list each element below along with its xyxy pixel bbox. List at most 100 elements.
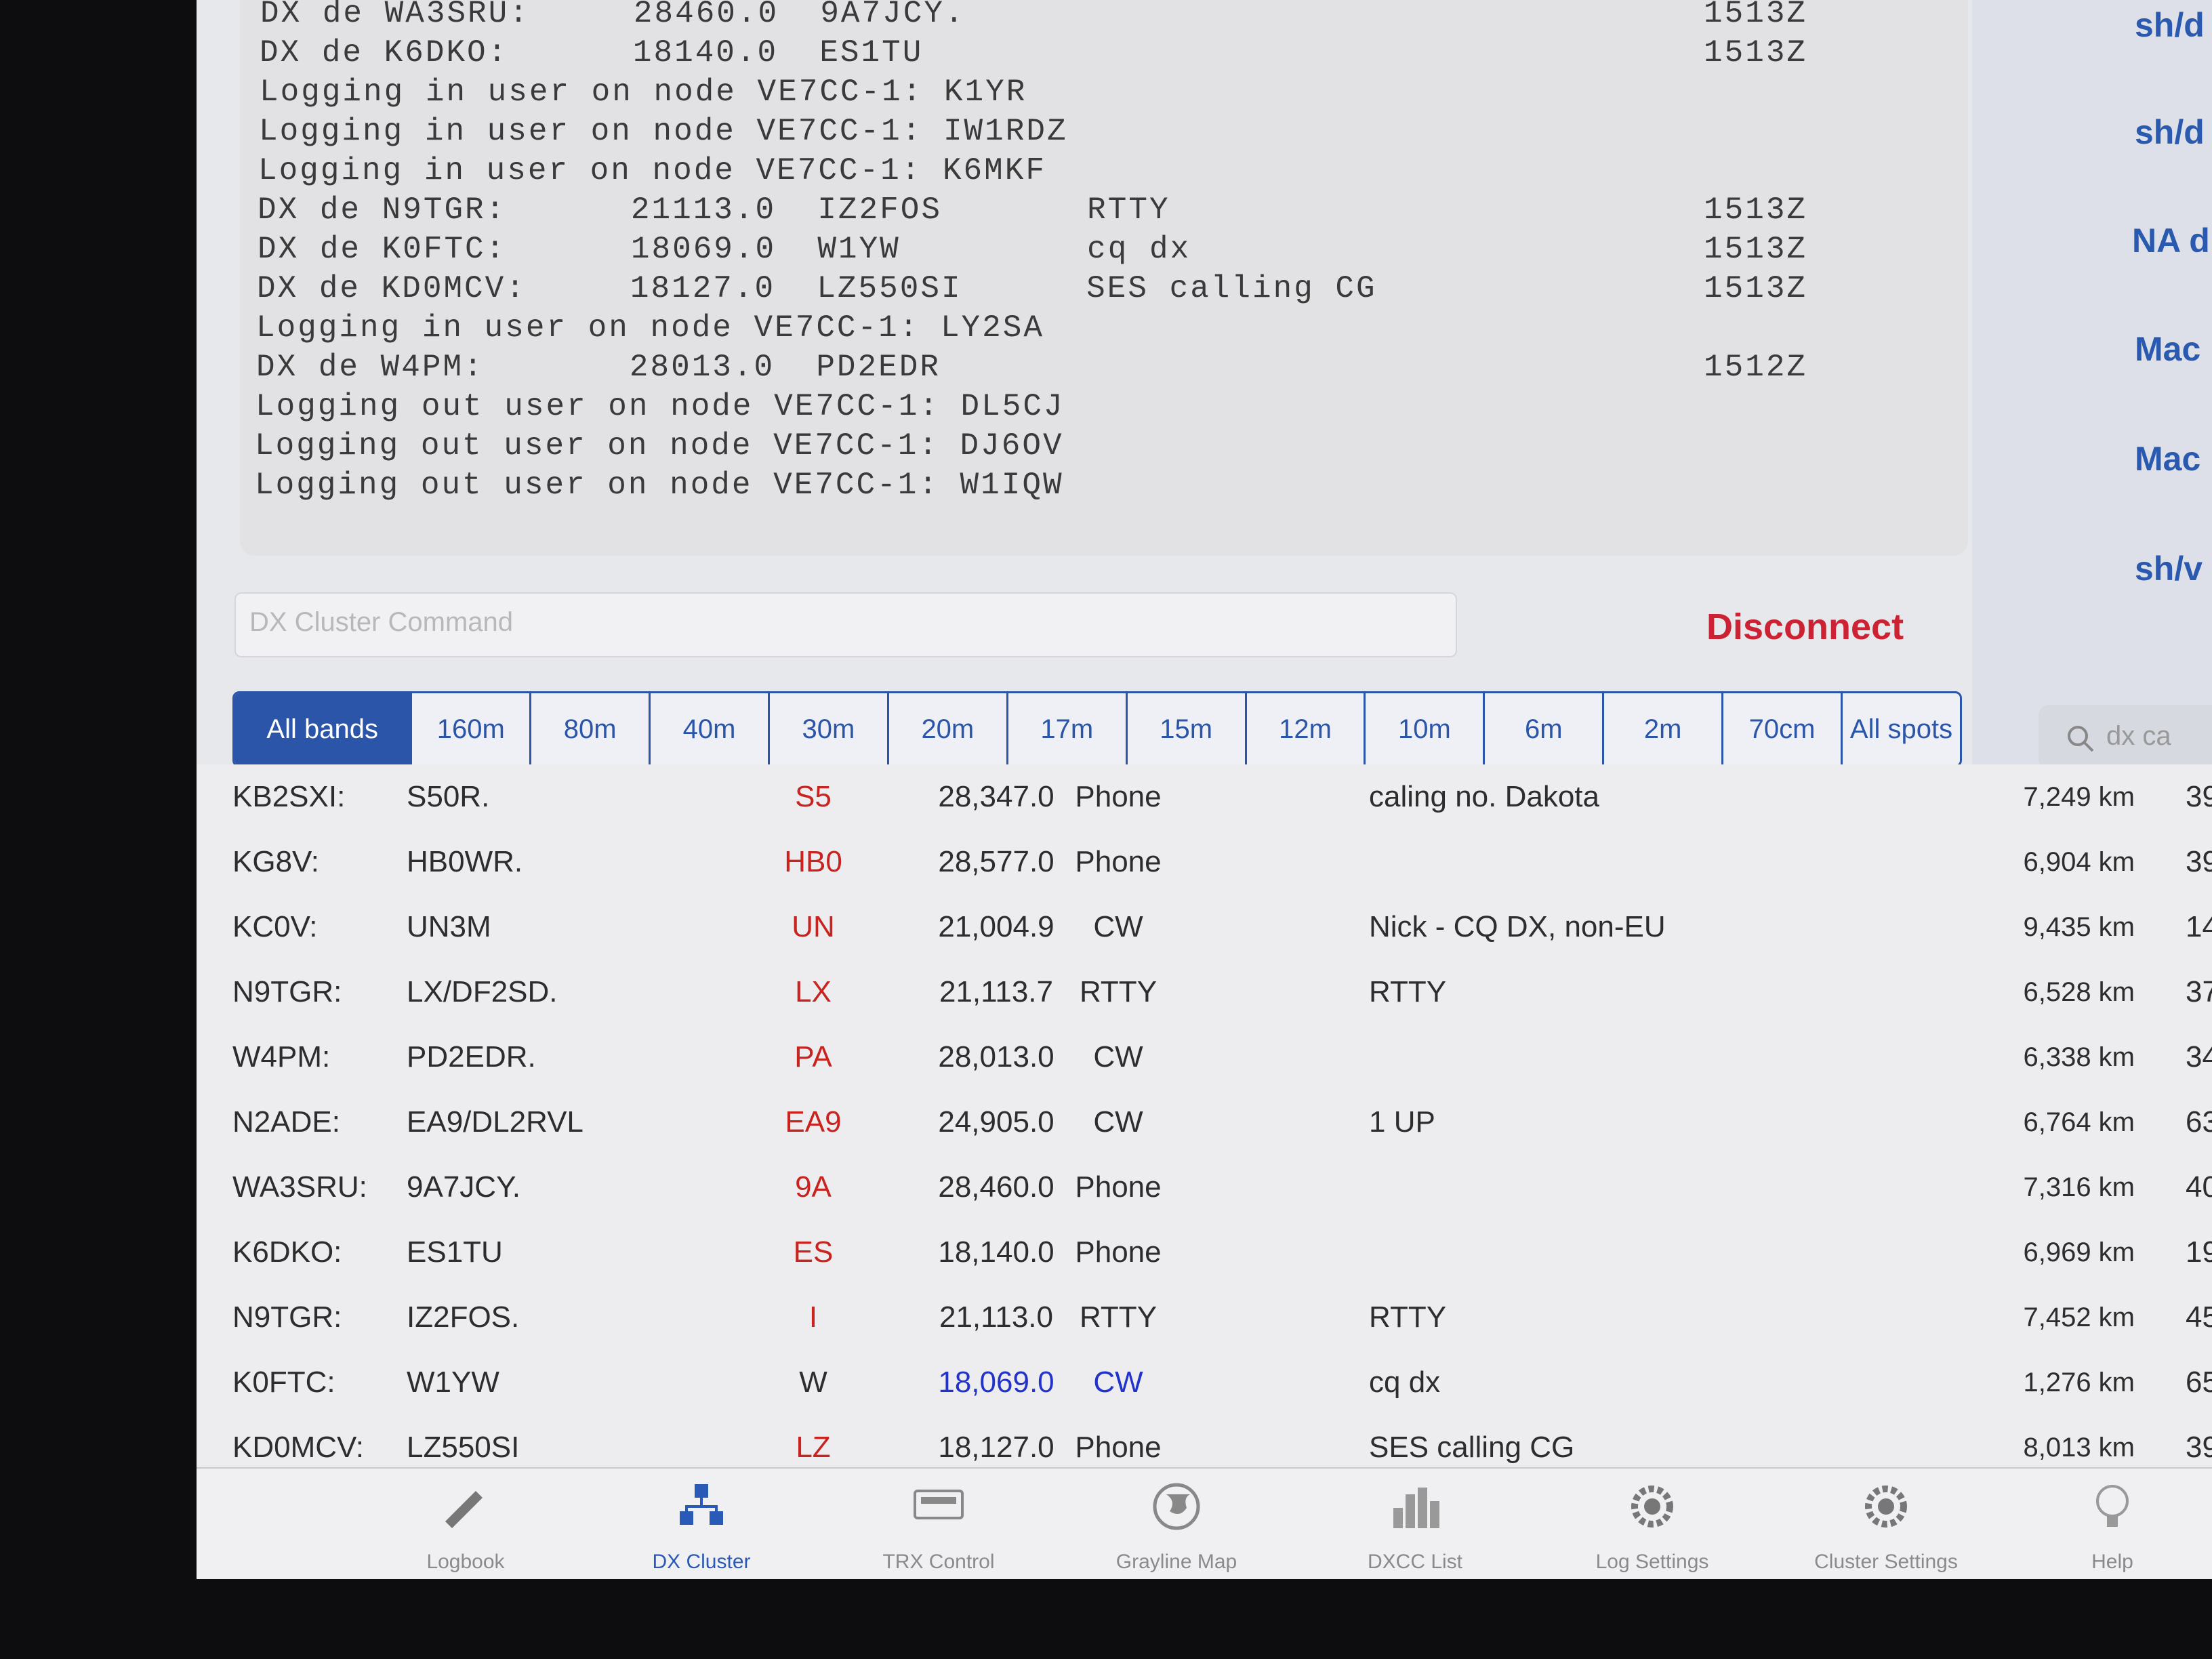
dx-call-cell: 9A7JCY.: [407, 1170, 520, 1204]
command-input[interactable]: DX Cluster Command: [234, 592, 1457, 657]
search-field[interactable]: dx ca: [2039, 705, 2212, 770]
tab-item[interactable]: Logbook: [357, 1469, 574, 1579]
spot-row[interactable]: K0FTC: W1YW W 18,069.0 CW cq dx 1,276 km 65°: [197, 1350, 2212, 1416]
band-segment[interactable]: 12m: [1244, 693, 1364, 765]
spot-row[interactable]: KG8V: HB0WR. HB0 28,577.0 Phone 6,904 km 39: [197, 830, 2212, 896]
dx-call-cell: ES1TU: [407, 1235, 503, 1269]
band-segment[interactable]: 80m: [529, 693, 649, 765]
app-screen: DX de WA3SRU: 28460.0 9A7JCY. 1513Z DX de …: [197, 0, 2212, 1579]
band-segment[interactable]: 6m: [1483, 693, 1602, 765]
distance-cell: 8,013 km: [2023, 1433, 2135, 1462]
tab-label: Cluster Settings: [1814, 1551, 1958, 1573]
bearing-cell: 39: [2186, 845, 2212, 878]
sidebar-command[interactable]: NA d: [2132, 222, 2210, 260]
search-placeholder: dx ca: [2106, 721, 2171, 751]
dx-call-cell: W1YW: [407, 1366, 499, 1399]
mode-cell: CW: [1093, 1105, 1143, 1139]
mode-cell: CW: [1093, 1366, 1143, 1399]
sidebar-command[interactable]: sh/v: [2135, 550, 2203, 588]
prefix-cell: EA9: [785, 1105, 842, 1139]
comment-cell: SES calling CG: [1369, 1431, 1575, 1464]
distance-cell: 9,435 km: [2023, 912, 2135, 942]
mode-cell: RTTY: [1079, 975, 1158, 1008]
tab-item[interactable]: DX Cluster: [593, 1469, 810, 1579]
comment-cell: 1 UP: [1369, 1105, 1435, 1139]
tab-icon: [2096, 1485, 2129, 1527]
mode-cell: Phone: [1075, 780, 1162, 813]
band-segment[interactable]: 20m: [886, 693, 1006, 765]
band-segment[interactable]: 40m: [649, 693, 768, 765]
distance-cell: 7,452 km: [2023, 1303, 2135, 1332]
spotter-cell: WA3SRU:: [232, 1170, 367, 1204]
spot-row[interactable]: WA3SRU: 9A7JCY. 9A 28,460.0 Phone 7,316 km 40: [197, 1155, 2212, 1221]
tab-item[interactable]: DXCC List: [1307, 1469, 1523, 1579]
mode-cell: Phone: [1075, 1431, 1162, 1464]
band-segment[interactable]: 17m: [1006, 693, 1126, 765]
band-segment[interactable]: 2m: [1602, 693, 1721, 765]
spotter-cell: K6DKO:: [232, 1235, 342, 1269]
bearing-cell: 65°: [2186, 1366, 2212, 1399]
spot-row[interactable]: W4PM: PD2EDR. PA 28,013.0 CW 6,338 km 34: [197, 1025, 2212, 1091]
band-segment[interactable]: 30m: [768, 693, 887, 765]
distance-cell: 6,338 km: [2023, 1042, 2135, 1072]
band-segment[interactable]: 160m: [410, 693, 529, 765]
bearing-cell: 39: [2186, 780, 2212, 813]
tab-item[interactable]: Log Settings: [1544, 1469, 1761, 1579]
disconnect-button[interactable]: Disconnect: [1706, 607, 1904, 647]
dx-call-cell: HB0WR.: [407, 845, 523, 878]
distance-cell: 6,764 km: [2023, 1107, 2135, 1137]
prefix-cell: UN: [792, 910, 835, 943]
tab-label: DX Cluster: [652, 1551, 751, 1573]
tab-item[interactable]: TRX Control: [830, 1469, 1047, 1579]
spotter-cell: W4PM:: [232, 1040, 331, 1073]
tab-item[interactable]: Grayline Map: [1068, 1469, 1285, 1579]
bearing-cell: 34: [2186, 1040, 2212, 1073]
terminal-line: DX de W4PM: 28013.0 PD2EDR: [256, 350, 941, 385]
comment-cell: caling no. Dakota: [1369, 780, 1599, 813]
tab-icon: [1865, 1486, 1907, 1528]
mode-cell: Phone: [1075, 1235, 1162, 1269]
sidebar-command[interactable]: Mac: [2135, 330, 2201, 368]
band-segment[interactable]: All bands: [234, 693, 411, 765]
spot-row[interactable]: KC0V: UN3M UN 21,004.9 CW Nick - CQ DX, non-E…: [197, 895, 2212, 961]
search-icon: [2068, 726, 2094, 752]
sidebar-command[interactable]: Mac: [2135, 440, 2201, 478]
terminal-line: DX de N9TGR: 21113.0 IZ2FOS RTTY: [258, 192, 1170, 228]
terminal-line: Logging out user on node VE7CC-1: DJ6OV: [255, 428, 1064, 464]
spot-row[interactable]: N9TGR: IZ2FOS. I 21,113.0 RTTY RTTY 7,452 km 45: [197, 1285, 2212, 1351]
spot-row[interactable]: N9TGR: LX/DF2SD. LX 21,113.7 RTTY RTTY 6,528 k…: [197, 960, 2212, 1026]
band-segment[interactable]: 70cm: [1721, 693, 1841, 765]
spot-row[interactable]: KB2SXI: S50R. S5 28,347.0 Phone caling no. Da…: [197, 764, 2212, 831]
terminal-line: Logging out user on node VE7CC-1: DL5CJ: [255, 389, 1065, 424]
spotter-cell: KC0V:: [232, 910, 318, 943]
sidebar-command[interactable]: sh/d: [2135, 113, 2205, 151]
bearing-cell: 37: [2186, 975, 2212, 1008]
tab-icon: [1631, 1486, 1673, 1528]
frequency-cell: 18,140.0: [938, 1235, 1054, 1269]
dx-call-cell: PD2EDR.: [407, 1040, 536, 1073]
band-selector: All bands 160m 80m 40m 30m 20m 17m 15m 12m 10m 6m 2…: [232, 691, 1962, 767]
tab-item[interactable]: Help: [2004, 1469, 2212, 1579]
terminal-time: 1513Z: [1704, 192, 1808, 228]
frequency-cell: 21,113.0: [939, 1300, 1053, 1334]
sidebar-command[interactable]: sh/d: [2135, 6, 2205, 44]
mode-cell: CW: [1093, 910, 1143, 943]
band-segment[interactable]: 15m: [1125, 693, 1245, 765]
frequency-cell: 28,577.0: [938, 845, 1054, 878]
frequency-cell: 18,127.0: [938, 1431, 1054, 1464]
spotter-cell: N9TGR:: [232, 1300, 342, 1334]
band-segment[interactable]: 10m: [1364, 693, 1483, 765]
distance-cell: 1,276 km: [2023, 1368, 2135, 1397]
frequency-cell: 21,113.7: [939, 975, 1053, 1008]
terminal-line: DX de KD0MCV: 18127.0 LZ550SI SES callin…: [257, 271, 1377, 306]
band-segment[interactable]: All spots: [1841, 693, 1960, 765]
prefix-cell: PA: [794, 1040, 832, 1073]
tab-bar: Logbook DX Cluster TRX Control Grayline Map…: [197, 1467, 2212, 1579]
tab-label: DXCC List: [1367, 1551, 1463, 1573]
spot-row[interactable]: K6DKO: ES1TU ES 18,140.0 Phone 6,969 km 19: [197, 1220, 2212, 1286]
tab-item[interactable]: Cluster Settings: [1778, 1469, 1994, 1579]
command-sidebar: sh/d sh/d NA d Mac Mac sh/v: [1972, 0, 2212, 786]
tab-icon: [914, 1490, 964, 1519]
distance-cell: 6,969 km: [2023, 1237, 2135, 1267]
spot-row[interactable]: N2ADE: EA9/DL2RVL EA9 24,905.0 CW 1 UP 6,764 k…: [197, 1090, 2212, 1156]
